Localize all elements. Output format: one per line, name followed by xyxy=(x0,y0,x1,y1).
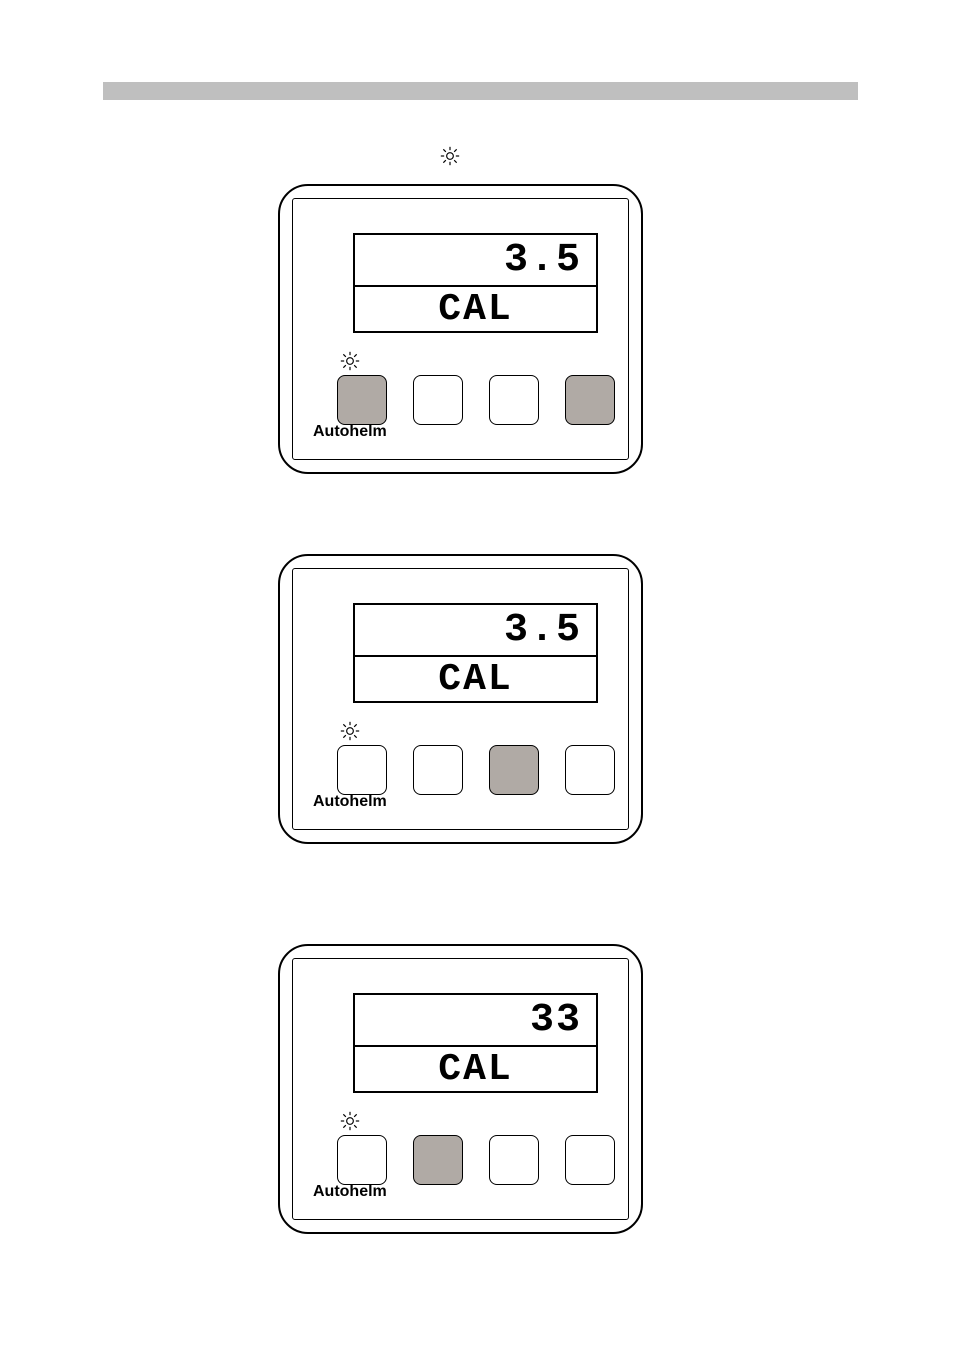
inner-frame: 33 CAL Autohelm xyxy=(292,958,629,1220)
brand-label: Autohelm xyxy=(313,1183,387,1201)
button-1[interactable] xyxy=(337,745,387,795)
lcd-display: 33 CAL xyxy=(353,993,598,1093)
inner-frame: 3.5 CAL Autohelm xyxy=(292,568,629,830)
lcd-label: CAL xyxy=(355,1047,596,1093)
button-3[interactable] xyxy=(489,745,539,795)
lcd-value: 3.5 xyxy=(355,237,596,285)
sun-icon xyxy=(440,146,460,166)
button-2[interactable] xyxy=(413,745,463,795)
button-4[interactable] xyxy=(565,375,615,425)
button-row xyxy=(337,1135,617,1185)
brand-label: Autohelm xyxy=(313,793,387,811)
button-2[interactable] xyxy=(413,375,463,425)
button-4[interactable] xyxy=(565,1135,615,1185)
lcd-label: CAL xyxy=(355,287,596,333)
device-panel: 33 CAL Autohelm xyxy=(278,944,643,1234)
button-1[interactable] xyxy=(337,1135,387,1185)
button-row xyxy=(337,375,617,425)
lcd-display: 3.5 CAL xyxy=(353,603,598,703)
light-icon xyxy=(340,1111,360,1131)
brand-label: Autohelm xyxy=(313,423,387,441)
lcd-label: CAL xyxy=(355,657,596,703)
device-panel: 3.5 CAL Autohelm xyxy=(278,554,643,844)
button-3[interactable] xyxy=(489,1135,539,1185)
device-panel: 3.5 CAL Autohelm xyxy=(278,184,643,474)
light-icon xyxy=(340,351,360,371)
button-1[interactable] xyxy=(337,375,387,425)
lcd-value: 3.5 xyxy=(355,607,596,655)
lcd-value: 33 xyxy=(355,997,596,1045)
light-icon xyxy=(340,721,360,741)
button-row xyxy=(337,745,617,795)
button-2[interactable] xyxy=(413,1135,463,1185)
button-4[interactable] xyxy=(565,745,615,795)
button-3[interactable] xyxy=(489,375,539,425)
lcd-display: 3.5 CAL xyxy=(353,233,598,333)
inner-frame: 3.5 CAL Autohelm xyxy=(292,198,629,460)
header-bar xyxy=(103,82,858,100)
